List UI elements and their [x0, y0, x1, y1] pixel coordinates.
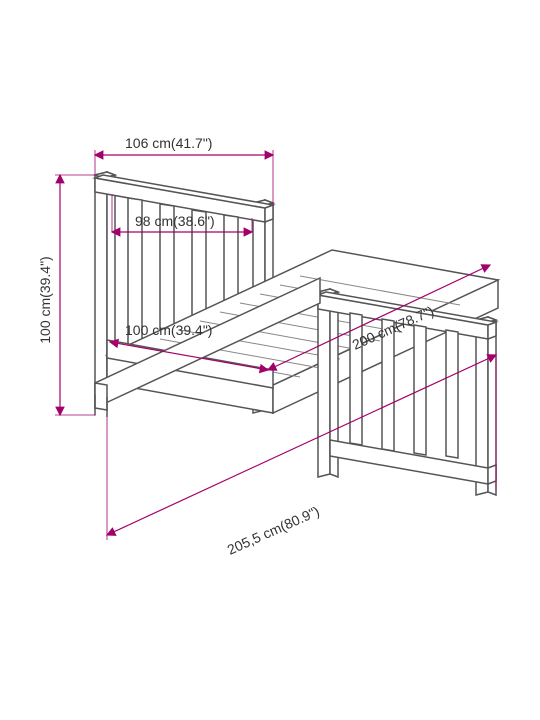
dim-outer-length: 205,5 cm(80.9"): [225, 503, 322, 558]
dim-inner-width: 98 cm(38.6"): [135, 213, 215, 229]
dim-height: 100 cm(39.4"): [37, 256, 53, 343]
bed-frame-dimension-diagram: 106 cm(41.7") 98 cm(38.6") 100 cm(39.4")…: [0, 0, 540, 720]
dim-outer-width: 106 cm(41.7"): [125, 135, 212, 151]
dim-mattress-width: 100 cm(39.4"): [125, 322, 212, 338]
